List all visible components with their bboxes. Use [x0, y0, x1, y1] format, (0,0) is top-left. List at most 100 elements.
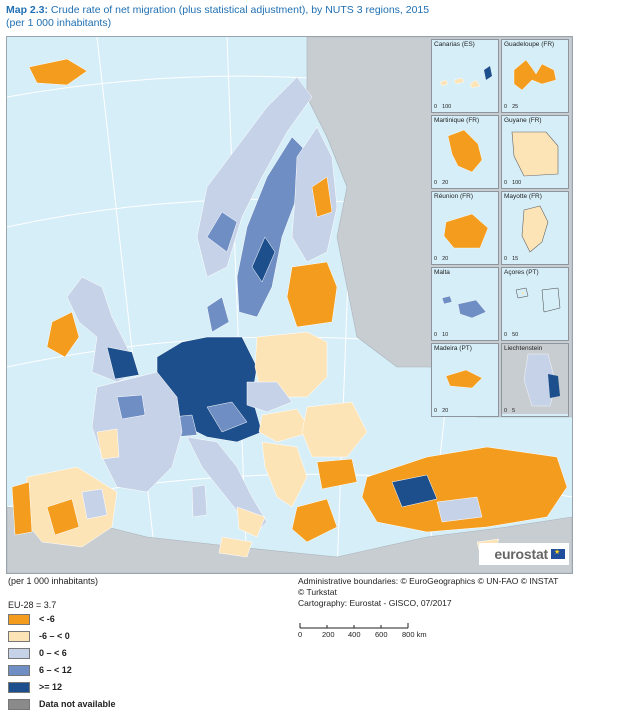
turkey-region [361, 446, 568, 533]
inset-scale-label: 0 [504, 256, 508, 262]
legend-label: 6 – < 12 [39, 665, 72, 675]
inset-scale-label: 0 [504, 332, 508, 338]
inset-scale: 0 20 [434, 180, 448, 186]
inset-map-svg [443, 213, 489, 249]
legend-item: < -6 [8, 611, 268, 627]
legend-swatch [8, 630, 30, 642]
inset-map: Madeira (PT) 0 20 [431, 343, 499, 417]
france-region [91, 371, 183, 493]
boundaries-note: Administrative boundaries: © EuroGeograp… [298, 576, 559, 586]
inset-map-svg [502, 344, 568, 414]
inset-map-label: Malta [434, 269, 450, 276]
inset-map-label: Mayotte (FR) [504, 193, 542, 200]
legend-swatch [8, 698, 30, 710]
inset-scale: 0 20 [434, 408, 448, 414]
legend-swatch [8, 664, 30, 676]
greece-region [291, 498, 338, 543]
inset-map-svg [515, 287, 561, 313]
inset-map-svg [439, 65, 493, 89]
sweden-stockholm-region [251, 236, 276, 283]
scale-bar-label: 400 [348, 630, 361, 639]
inset-map-svg [511, 131, 559, 177]
turkey-central-region [436, 496, 483, 523]
inset-map: Açores (PT) 0 50 [501, 267, 569, 341]
norway-south-region [206, 211, 238, 253]
czechia-region [246, 381, 293, 413]
spain-central-region [46, 498, 80, 536]
inset-map-svg [445, 369, 483, 389]
legend-swatch [8, 647, 30, 659]
denmark-region [206, 296, 230, 333]
non-eu-land-south [7, 506, 572, 573]
scale-bar-label: 0 [298, 630, 303, 639]
inset-scale-label: 0 [434, 332, 438, 338]
inset-scale: 0 10 [434, 332, 448, 338]
balkans-region [261, 441, 308, 508]
italy-region [186, 436, 268, 533]
eurostat-logo-text: eurostat [494, 546, 548, 562]
legend-item: 6 – < 12 [8, 662, 268, 678]
inset-map-label: Canarias (ES) [434, 41, 475, 48]
scale-bar-graphic [299, 623, 409, 629]
inset-map-label: Madeira (PT) [434, 345, 472, 352]
eu-flag-icon [551, 548, 565, 559]
inset-map-svg [521, 205, 549, 253]
france-centre-region [96, 428, 120, 460]
inset-map: Malta 0 10 [431, 267, 499, 341]
boundaries-note-2: © Turkstat [298, 587, 337, 597]
inset-scale-label: 100 [442, 104, 452, 110]
inset-scale: 0 25 [504, 104, 518, 110]
inset-scale-label: 0 [504, 408, 508, 414]
inset-scale: 0 100 [434, 104, 451, 110]
inset-map-grid: Canarias (ES) 0 100 Guadeloupe (FR) 0 25 Marti… [431, 39, 569, 419]
inset-scale-label: 100 [512, 180, 522, 186]
legend-item: 0 – < 6 [8, 645, 268, 661]
legend-label: Data not available [39, 699, 116, 709]
legend: (per 1 000 inhabitants) EU-28 = 3.7 < -6… [8, 576, 268, 712]
inset-scale-label: 0 [434, 180, 438, 186]
inset-scale-label: 10 [442, 332, 449, 338]
italy-south-region [236, 506, 266, 538]
legend-unit: (per 1 000 inhabitants) [8, 576, 99, 586]
scale-bar-labels: 0 200 400 600 800 km [298, 630, 438, 642]
inset-map-label: Réunion (FR) [434, 193, 474, 200]
inset-scale-label: 0 [434, 104, 438, 110]
ireland-region [46, 311, 80, 358]
poland-region [254, 331, 328, 398]
scale-bar-label: 200 [322, 630, 335, 639]
france-paris-region [116, 394, 146, 420]
inset-scale-label: 50 [512, 332, 519, 338]
inset-scale: 0 100 [504, 180, 521, 186]
legend-label: 0 – < 6 [39, 648, 67, 658]
legend-items: < -6 -6 – < 0 0 – < 6 6 – < 12 >= 12 Data not… [8, 611, 268, 712]
legend-label: < -6 [39, 614, 55, 624]
iceland-region [28, 58, 88, 86]
inset-scale-label: 0 [434, 256, 438, 262]
scale-bar: 0 200 400 600 800 km [298, 622, 438, 642]
inset-map: Mayotte (FR) 0 15 [501, 191, 569, 265]
austria-region [206, 401, 248, 433]
finland-east-region [311, 176, 333, 218]
uk-london-region [106, 346, 140, 380]
bulgaria-region [316, 458, 358, 490]
legend-swatch [8, 613, 30, 625]
legend-item: -6 – < 0 [8, 628, 268, 644]
inset-scale: 0 15 [504, 256, 518, 262]
inset-map-label: Liechtenstein [504, 345, 543, 352]
eurostat-logo: eurostat [479, 543, 569, 565]
legend-eu-average: EU-28 = 3.7 [8, 600, 57, 610]
spain-ebro-region [81, 488, 108, 520]
inset-map-svg [447, 129, 483, 173]
scale-bar-label: 600 [375, 630, 388, 639]
map-title-text: Crude rate of net migration (plus statis… [48, 4, 430, 16]
inset-map: Martinique (FR) 0 20 [431, 115, 499, 189]
romania-region [301, 401, 368, 458]
turkey-istanbul-region [391, 474, 438, 508]
map-title: Map 2.3: Crude rate of net migration (pl… [6, 4, 606, 17]
inset-scale-label: 20 [442, 180, 449, 186]
inset-map-label: Guadeloupe (FR) [504, 41, 555, 48]
inset-scale-label: 15 [512, 256, 519, 262]
inset-map: Réunion (FR) 0 20 [431, 191, 499, 265]
inset-scale-label: 5 [512, 408, 516, 414]
